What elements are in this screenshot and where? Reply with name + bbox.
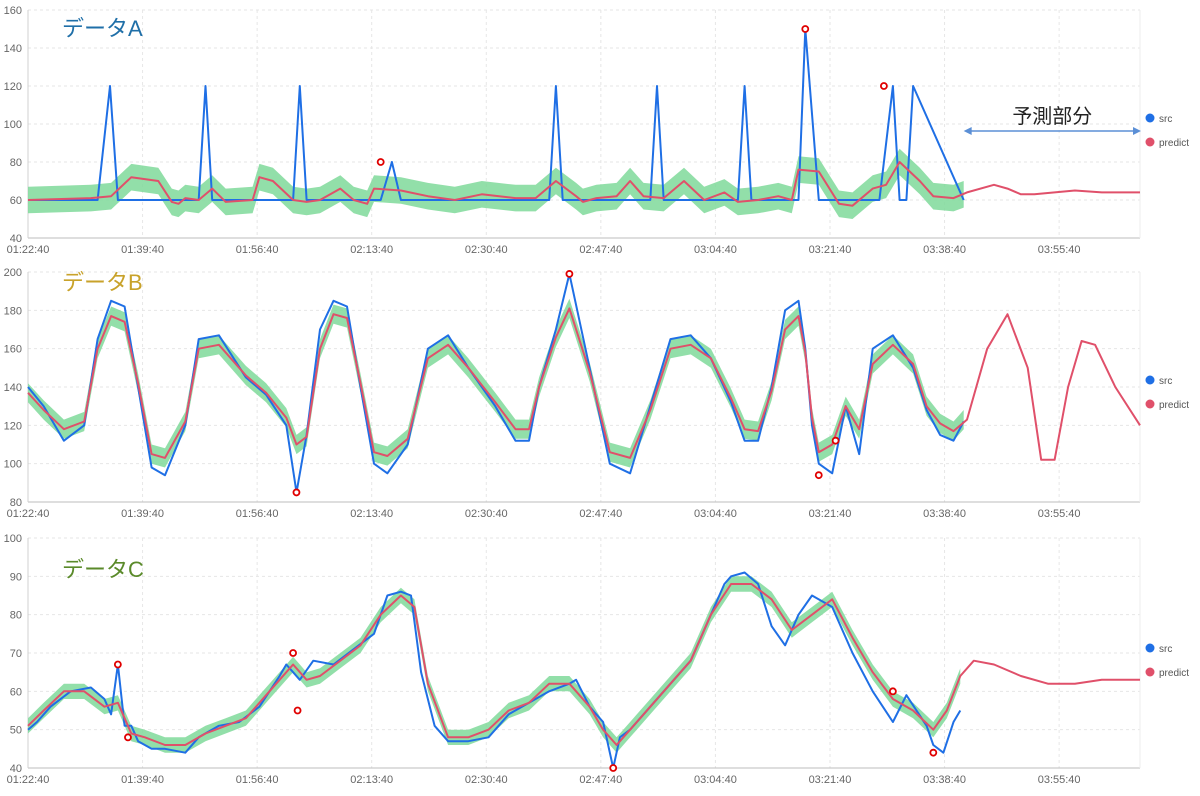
legend-label-predict: predict: [1159, 400, 1189, 411]
y-tick-label: 140: [4, 382, 22, 394]
x-tick-label: 01:56:40: [236, 244, 279, 256]
x-tick-label: 03:04:40: [694, 774, 737, 786]
y-tick-label: 60: [10, 686, 22, 698]
prediction-range-label: 予測部分: [1012, 105, 1092, 128]
x-tick-label: 02:13:40: [350, 508, 393, 520]
x-tick-label: 03:38:40: [923, 244, 966, 256]
y-tick-label: 100: [4, 119, 22, 131]
x-tick-label: 03:21:40: [809, 244, 852, 256]
chart-data-b: 80 100 120 140 160 180 200 01:22:40 01:39:40 01:5…: [4, 267, 1190, 520]
series-predict-line: [27, 161, 1140, 207]
chart-title: データC: [62, 557, 144, 582]
y-tick-label: 160: [4, 5, 22, 17]
anomaly-point: [814, 471, 823, 480]
anomaly-point: [880, 82, 888, 90]
series-band-area: [28, 148, 964, 219]
legend-label-predict: predict: [1159, 668, 1189, 679]
anomaly-point: [888, 687, 897, 696]
y-tick-label: 160: [4, 344, 22, 356]
y-tick-label: 40: [10, 233, 22, 245]
legend-marker-src: [1145, 643, 1155, 653]
arrow-left-icon: [963, 127, 972, 135]
x-tick-label: 02:13:40: [350, 774, 393, 786]
anomaly-point: [929, 748, 938, 757]
x-tick-label: 03:38:40: [923, 774, 966, 786]
chart-data-c: 40 50 60 70 80 90 100 01:22:40 01:39:40 01:56:40 0…: [4, 533, 1190, 786]
series-predict-line: [27, 583, 1140, 746]
y-tick-label: 100: [4, 533, 22, 545]
y-tick-label: 80: [10, 610, 22, 622]
series-src-line: [28, 28, 965, 201]
legend-marker-predict: [1145, 137, 1155, 147]
y-tick-label: 180: [4, 305, 22, 317]
y-tick-label: 120: [4, 420, 22, 432]
legend-label-src: src: [1159, 114, 1172, 125]
y-tick-label: 70: [10, 648, 22, 660]
x-tick-label: 02:47:40: [579, 244, 622, 256]
x-tick-label: 01:22:40: [7, 774, 50, 786]
x-tick-label: 03:21:40: [809, 774, 852, 786]
anomaly-point: [801, 25, 810, 33]
anomaly-point: [376, 158, 385, 166]
x-tick-label: 01:39:40: [121, 508, 164, 520]
x-tick-label: 01:56:40: [236, 774, 279, 786]
legend-marker-predict: [1145, 399, 1155, 409]
x-tick-label: 02:30:40: [465, 774, 508, 786]
x-tick-label: 02:30:40: [465, 508, 508, 520]
x-tick-label: 01:39:40: [121, 244, 164, 256]
y-tick-label: 80: [10, 497, 22, 509]
y-tick-label: 140: [4, 43, 22, 55]
chart-data-a: 40 60 80 100 120 140 160 01:22:40 01:39:40 01:56:…: [4, 5, 1190, 256]
arrow-right-icon: [1133, 127, 1141, 135]
series-band-area: [28, 576, 961, 753]
legend-label-src: src: [1159, 644, 1172, 655]
chart-title: データB: [62, 270, 143, 295]
x-tick-label: 01:22:40: [7, 244, 50, 256]
x-tick-label: 03:04:40: [694, 508, 737, 520]
x-tick-label: 01:22:40: [7, 508, 50, 520]
anomaly-point: [292, 488, 301, 497]
anomaly-point: [565, 270, 574, 278]
anomaly-point: [831, 436, 840, 445]
series-src-line: [27, 272, 965, 494]
y-tick-label: 60: [10, 195, 22, 207]
y-tick-label: 80: [10, 157, 22, 169]
series-band-area: [28, 298, 964, 468]
legend-marker-src: [1145, 113, 1155, 123]
anomaly-point: [113, 660, 122, 669]
x-tick-label: 02:47:40: [579, 508, 622, 520]
x-tick-label: 02:13:40: [350, 244, 393, 256]
y-tick-label: 200: [4, 267, 22, 279]
legend-label-predict: predict: [1159, 138, 1189, 149]
x-tick-label: 03:55:40: [1038, 508, 1081, 520]
x-tick-label: 03:55:40: [1038, 244, 1081, 256]
anomaly-point: [289, 649, 297, 657]
legend-label-src: src: [1159, 376, 1172, 387]
x-tick-label: 03:38:40: [923, 508, 966, 520]
y-tick-label: 120: [4, 81, 22, 93]
y-tick-label: 90: [10, 571, 22, 583]
x-tick-label: 03:21:40: [809, 508, 852, 520]
x-tick-label: 01:39:40: [121, 774, 164, 786]
legend-marker-predict: [1145, 667, 1155, 677]
y-tick-label: 100: [4, 459, 22, 471]
y-tick-label: 40: [10, 763, 22, 775]
chart-title: データA: [62, 16, 143, 41]
y-tick-label: 50: [10, 725, 22, 737]
anomaly-point: [293, 706, 302, 715]
legend-marker-src: [1145, 375, 1155, 385]
x-tick-label: 03:55:40: [1038, 774, 1081, 786]
x-tick-label: 02:47:40: [579, 774, 622, 786]
series-src-line: [27, 571, 962, 769]
x-tick-label: 02:30:40: [465, 244, 508, 256]
anomaly-point: [124, 733, 132, 742]
x-tick-label: 01:56:40: [236, 508, 279, 520]
x-tick-label: 03:04:40: [694, 244, 737, 256]
series-predict-line: [27, 307, 1141, 461]
anomaly-point: [609, 764, 618, 772]
